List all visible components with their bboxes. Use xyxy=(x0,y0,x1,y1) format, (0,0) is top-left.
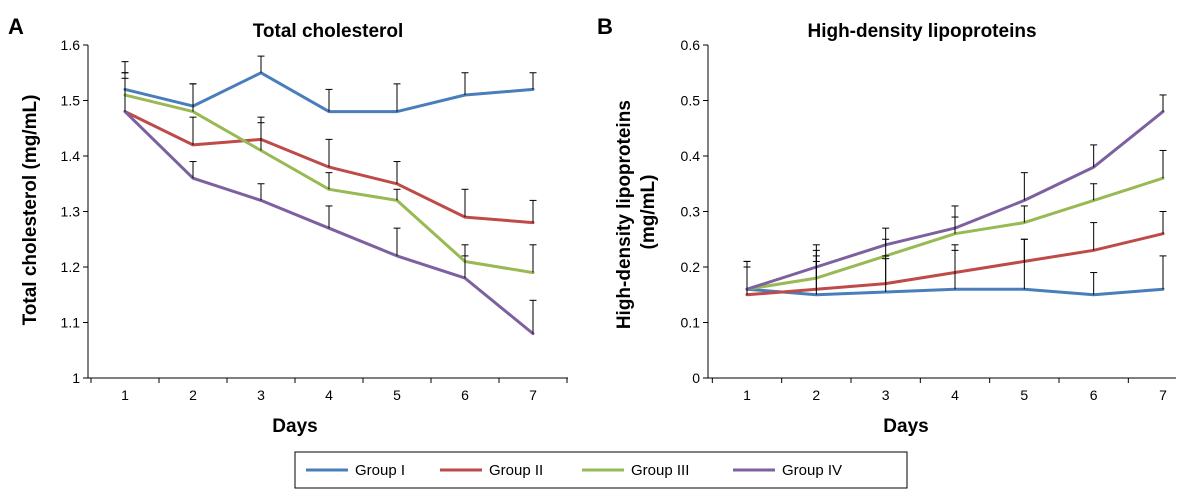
x-tick-label-b: 1 xyxy=(743,387,751,403)
x-tick-label-a: 2 xyxy=(189,387,197,403)
error-bar-group-ii-a xyxy=(325,138,333,168)
error-bar-group-iv-b xyxy=(882,227,890,245)
error-bar-group-ii-a xyxy=(189,116,197,145)
error-bar-group-iv-a xyxy=(461,255,469,279)
error-bar-group-i-a xyxy=(393,83,401,112)
y-axis-label-b-line2: (mg/mL) xyxy=(638,175,659,250)
error-bar-group-i-b xyxy=(1159,255,1167,290)
y-tick-label-b: 0.1 xyxy=(681,315,701,331)
error-bar-group-iv-b xyxy=(1090,144,1098,168)
x-axis-label-b: Days xyxy=(883,416,928,437)
legend-item-group-iii: Group III xyxy=(582,462,689,479)
y-tick-label-b: 0.6 xyxy=(681,37,701,53)
error-bar-group-iv-b xyxy=(951,205,959,229)
legend-item-group-ii: Group II xyxy=(440,462,543,479)
error-bar-group-iv-b xyxy=(1020,172,1028,201)
x-tick-label-a: 3 xyxy=(257,387,265,403)
error-bar-group-iv-a xyxy=(529,299,537,334)
x-tick-label-b: 5 xyxy=(1020,387,1028,403)
error-bar-group-iii-a xyxy=(325,172,333,190)
x-tick-label-a: 4 xyxy=(325,387,333,403)
error-bar-group-iv-a xyxy=(257,183,265,201)
error-bar-group-iv-b xyxy=(812,244,820,267)
error-bar-group-iii-b xyxy=(1020,205,1028,223)
error-bar-group-ii-b xyxy=(1159,211,1167,234)
x-tick-label-b: 2 xyxy=(812,387,820,403)
error-bar-group-iv-b xyxy=(1159,94,1167,112)
panel-letter-b: B xyxy=(597,14,613,39)
y-tick-label-a: 1 xyxy=(72,370,80,386)
error-bar-group-ii-a xyxy=(461,188,469,218)
error-bar-group-i-a xyxy=(257,55,265,73)
y-tick-label-b: 0.4 xyxy=(681,148,701,164)
error-bar-group-ii-b xyxy=(1020,238,1028,262)
x-tick-label-a: 7 xyxy=(529,387,537,403)
error-bar-group-iv-a xyxy=(121,77,129,112)
y-axis-label-b-line1: High-density lipoproteins xyxy=(614,100,635,329)
plot-area-a: 1 1.1 1.2 1.3 1.4 1.5 1.6 1 2 3 4 5 6 7 xyxy=(61,37,568,403)
y-tick-label-b: 0 xyxy=(692,370,700,386)
chart-panel-b: B High-density lipoproteins High-density… xyxy=(597,14,1176,437)
error-bar-group-iii-a xyxy=(189,83,197,112)
x-tick-label-b: 7 xyxy=(1159,387,1167,403)
y-tick-label-a: 1.6 xyxy=(61,37,81,53)
x-axis-label-a: Days xyxy=(272,416,317,437)
x-tick-label-b: 6 xyxy=(1090,387,1098,403)
chart-panel-a: A Total cholesterol Total cholesterol (m… xyxy=(8,14,568,437)
error-bar-group-i-a xyxy=(529,72,537,90)
y-tick-label-a: 1.3 xyxy=(61,204,81,220)
error-bar-group-iv-b xyxy=(743,260,751,290)
panel-letter-a: A xyxy=(8,14,24,39)
legend-label-group-i: Group I xyxy=(355,462,405,479)
legend: Group I Group II Group III Group IV xyxy=(294,451,908,489)
x-tick-label-a: 6 xyxy=(461,387,469,403)
error-bar-group-iv-a xyxy=(325,205,333,229)
error-bar-group-iii-b xyxy=(1090,183,1098,201)
error-bar-group-ii-b xyxy=(882,255,890,284)
error-bar-group-ii-a xyxy=(529,199,537,223)
chart-title-b: High-density lipoproteins xyxy=(807,21,1036,42)
y-tick-label-a: 1.1 xyxy=(61,315,81,331)
error-bar-group-i-a xyxy=(461,72,469,95)
chart-title-a: Total cholesterol xyxy=(253,21,404,42)
error-bar-group-iii-b xyxy=(1159,149,1167,179)
x-tick-label-b: 4 xyxy=(951,387,959,403)
y-tick-label-b: 0.3 xyxy=(681,204,701,220)
legend-label-group-iii: Group III xyxy=(631,462,689,479)
legend-item-group-iv: Group IV xyxy=(733,462,842,479)
x-tick-label-b: 3 xyxy=(882,387,890,403)
y-tick-label-b: 0.2 xyxy=(681,259,701,275)
y-tick-label-a: 1.5 xyxy=(61,93,81,109)
error-bar-group-ii-a xyxy=(393,161,401,184)
error-bar-group-iv-a xyxy=(189,161,197,179)
legend-item-group-i: Group I xyxy=(306,462,405,479)
x-tick-label-a: 5 xyxy=(393,387,401,403)
error-bar-group-ii-b xyxy=(1090,222,1098,251)
y-tick-label-a: 1.4 xyxy=(61,148,81,164)
error-bar-group-iv-a xyxy=(393,227,401,256)
error-bar-group-iii-a xyxy=(393,188,401,201)
error-bar-group-i-b xyxy=(1090,272,1098,295)
y-axis-label-a: Total cholesterol (mg/mL) xyxy=(20,95,41,326)
plot-area-b: 0 0.1 0.2 0.3 0.4 0.5 0.6 1 2 3 4 5 6 7 xyxy=(681,37,1176,403)
y-tick-label-a: 1.2 xyxy=(61,259,81,275)
x-tick-label-a: 1 xyxy=(121,387,129,403)
y-tick-label-b: 0.5 xyxy=(681,93,701,109)
error-bar-group-ii-b xyxy=(951,244,959,273)
error-bar-group-iii-a xyxy=(257,122,265,151)
error-bar-group-i-a xyxy=(325,88,333,112)
y-axis-label-b: High-density lipoproteins (mg/mL) xyxy=(614,95,659,329)
error-bar-group-iii-a xyxy=(529,244,537,273)
legend-label-group-ii: Group II xyxy=(489,462,543,479)
legend-label-group-iv: Group IV xyxy=(782,462,842,479)
